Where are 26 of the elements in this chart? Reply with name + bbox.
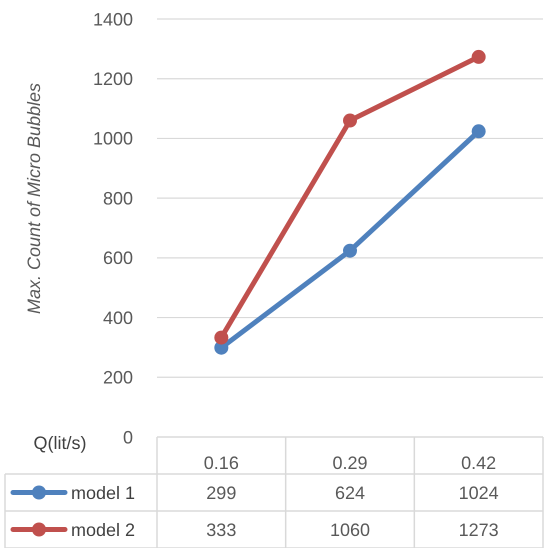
- data-label: 1024: [458, 482, 499, 503]
- y-tick-label: 600: [102, 248, 133, 268]
- point: [343, 244, 357, 258]
- x-tick-label: 0.42: [461, 452, 496, 473]
- x-tick-label: 0.29: [332, 452, 368, 473]
- y-tick-label: 1000: [92, 128, 133, 149]
- y-tick-label: 800: [102, 188, 133, 208]
- x-axis-title: Q(lit/s): [34, 433, 86, 453]
- legend-label: model 1: [71, 482, 136, 503]
- y-axis-title: Max. Count of Micro Bubbles: [24, 82, 44, 314]
- y-tick-label: 0: [122, 427, 133, 448]
- y-tick-label: 1200: [92, 69, 133, 90]
- x-tick-label: 0.16: [204, 452, 239, 473]
- point: [343, 114, 357, 128]
- y-tick-label: 1400: [92, 9, 133, 30]
- legend-label: model 2: [71, 520, 136, 540]
- y-tick-label: 200: [102, 368, 133, 388]
- data-label: 1060: [330, 520, 370, 540]
- point: [472, 50, 486, 64]
- data-label: 333: [206, 520, 236, 540]
- data-label: 1273: [458, 520, 499, 540]
- data-label: 299: [206, 482, 236, 503]
- point: [472, 124, 486, 138]
- data-label: 624: [334, 482, 366, 503]
- point: [214, 330, 228, 345]
- y-tick-label: 400: [102, 308, 133, 328]
